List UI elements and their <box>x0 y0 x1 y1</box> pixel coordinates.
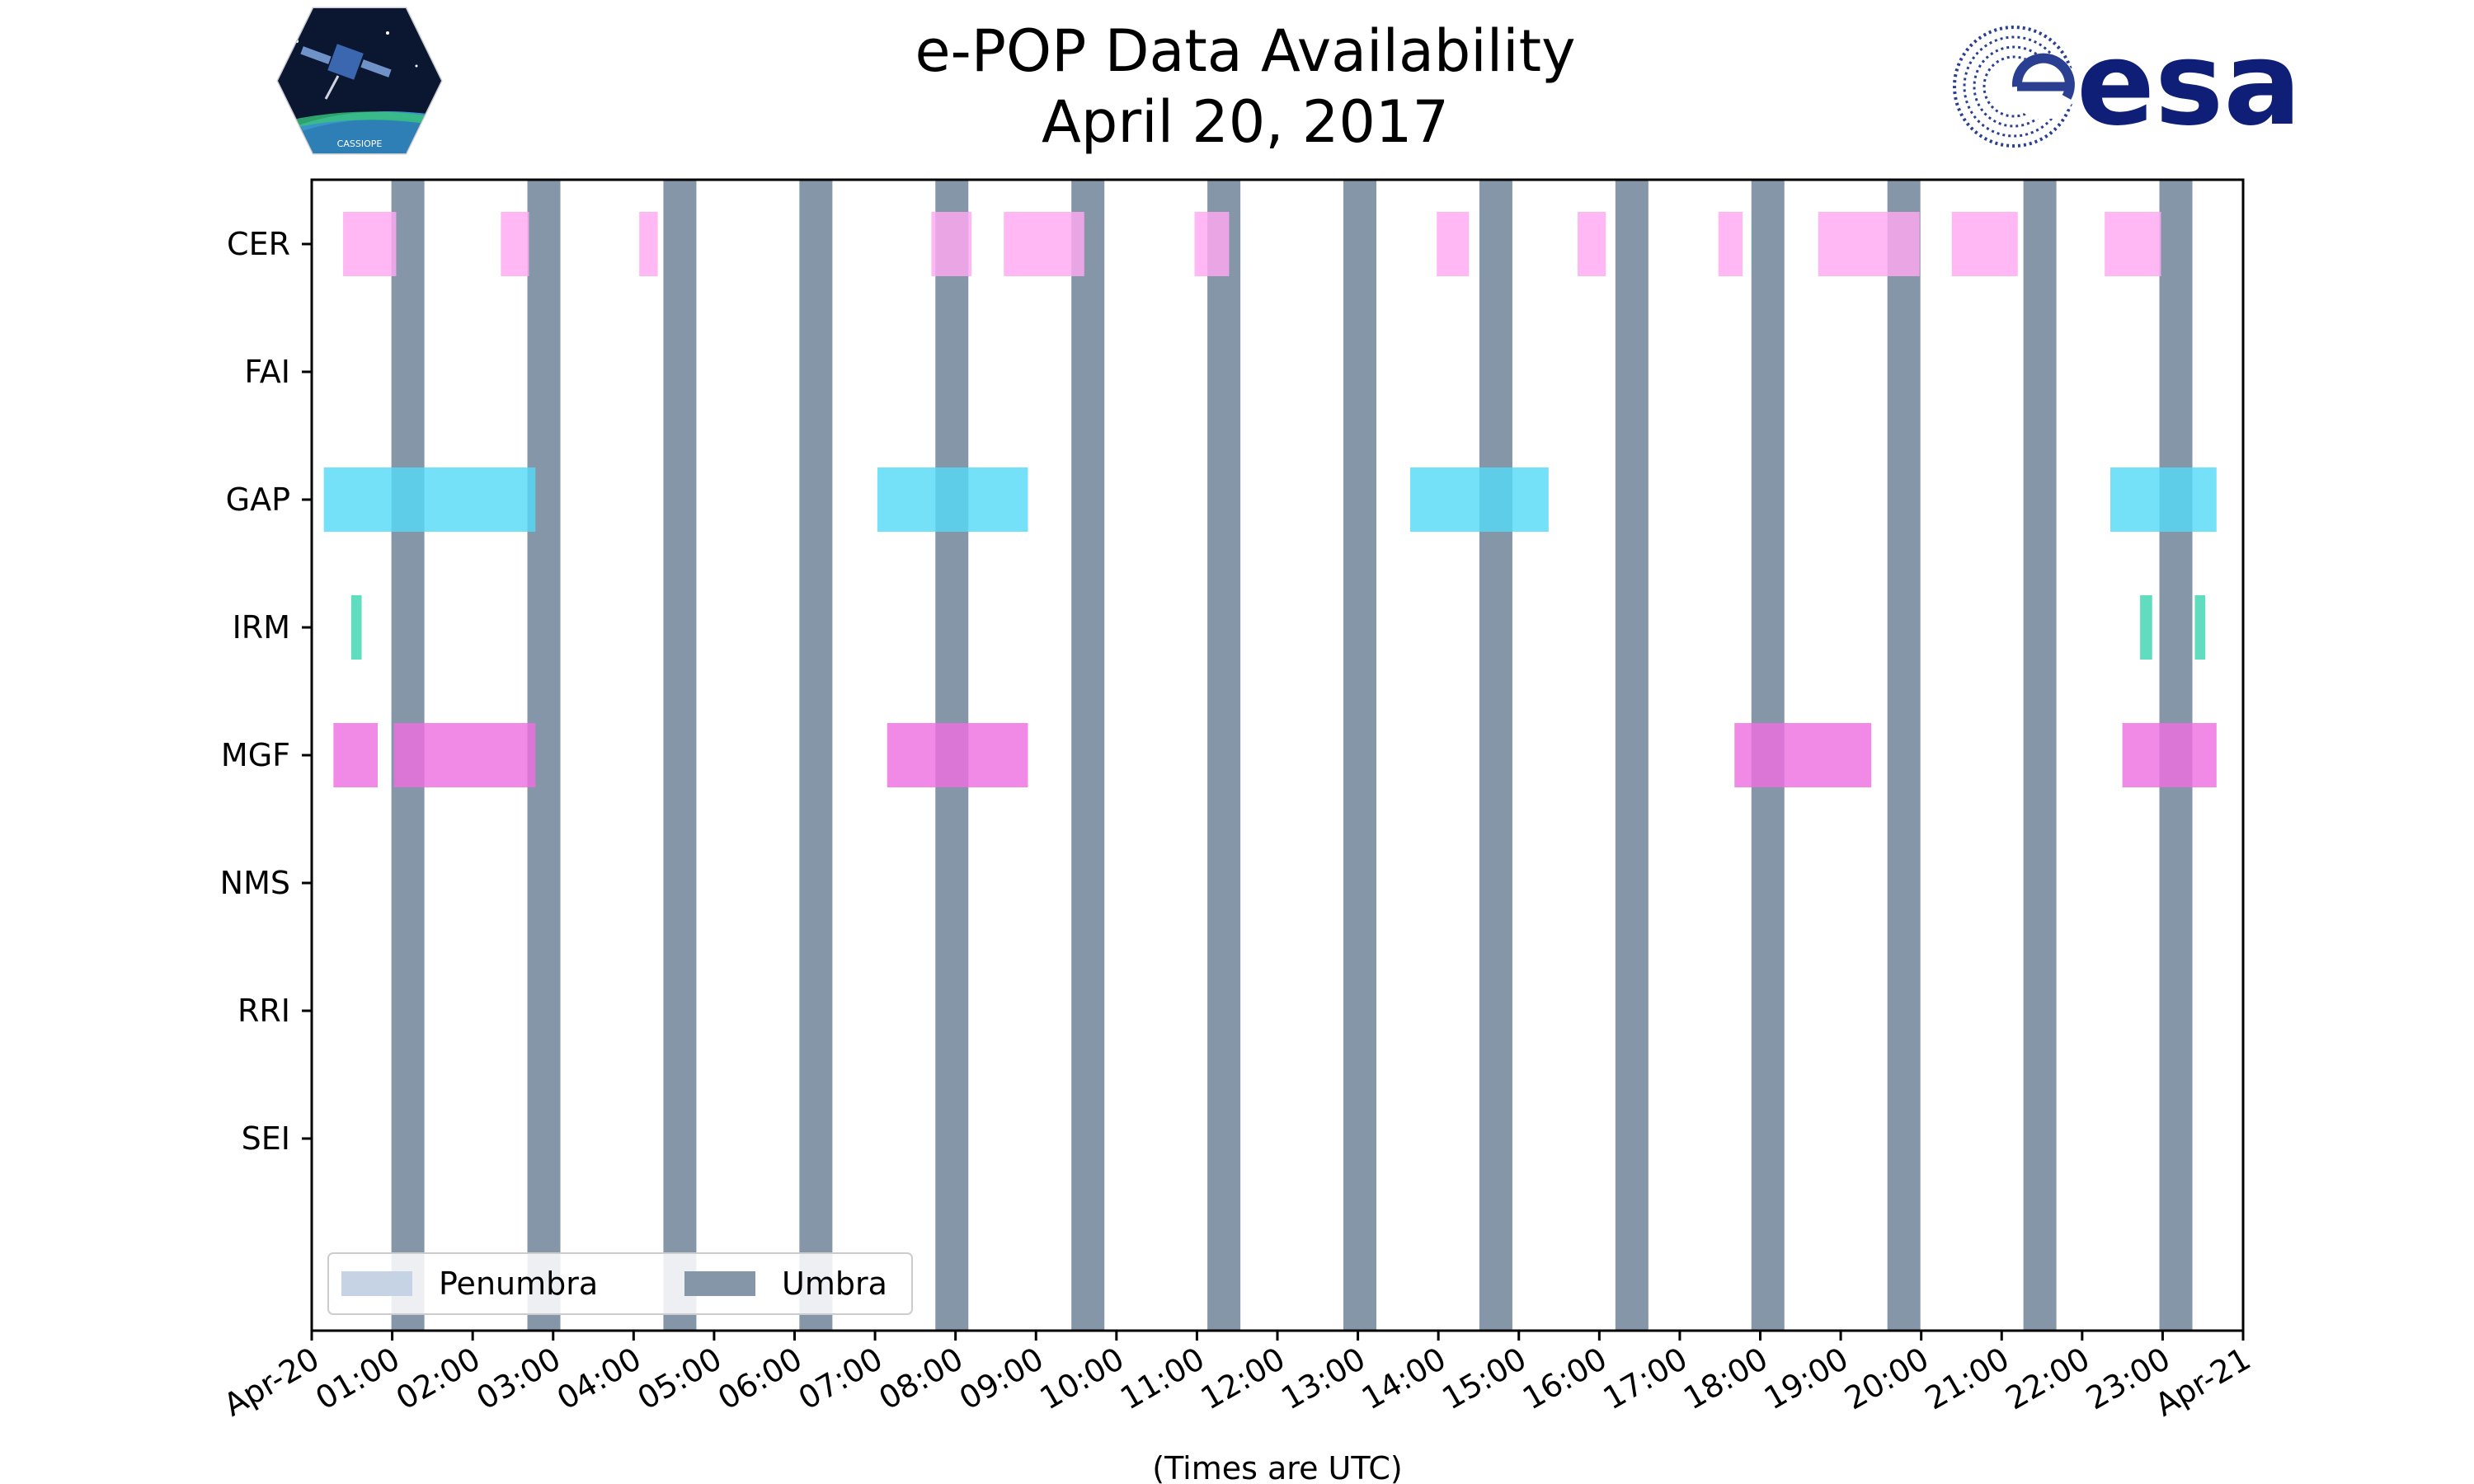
umbra-band-8 <box>1343 180 1377 1331</box>
x-tick-label-13: 13:00 <box>1275 1341 1371 1417</box>
bar-mgf-5 <box>2122 723 2217 787</box>
esa-logo-text: esa <box>2077 17 2302 152</box>
bar-gap-2 <box>877 467 1028 532</box>
bar-cer-11 <box>1951 212 2018 276</box>
bar-gap-1 <box>323 467 536 532</box>
x-tick-label-15: 15:00 <box>1436 1341 1532 1417</box>
y-tick-label-sei: SEI <box>242 1120 290 1157</box>
cassiope-logo-text: CASSIOPE <box>337 139 383 149</box>
legend-swatch-penumbra <box>341 1271 412 1296</box>
x-tick-label-3: 03:00 <box>470 1341 567 1417</box>
y-tick-label-mgf: MGF <box>221 737 290 773</box>
x-tick-label-20: 20:00 <box>1838 1341 1935 1417</box>
bar-mgf-3 <box>887 723 1028 787</box>
x-tick-label-4: 04:00 <box>551 1341 647 1417</box>
legend-swatch-umbra <box>684 1271 755 1296</box>
bar-cer-5 <box>1004 212 1084 276</box>
x-axis-label: (Times are UTC) <box>1152 1450 1402 1484</box>
x-tick-label-10: 10:00 <box>1033 1341 1130 1417</box>
x-tick-label-18: 18:00 <box>1677 1341 1774 1417</box>
umbra-band-7 <box>1207 180 1241 1331</box>
esa-logo: esa <box>1953 17 2302 152</box>
x-tick-label-16: 16:00 <box>1517 1341 1613 1417</box>
bar-cer-6 <box>1194 212 1230 276</box>
legend: Penumbra Umbra <box>327 1252 913 1315</box>
y-tick-label-rri: RRI <box>238 993 290 1029</box>
x-tick-label-1: 01:00 <box>309 1341 406 1417</box>
bar-irm-1 <box>350 595 362 660</box>
y-tick-label-irm: IRM <box>233 609 290 646</box>
umbra-band-13 <box>2023 180 2057 1331</box>
umbra-band-10 <box>1615 180 1649 1331</box>
bar-mgf-4 <box>1734 723 1872 787</box>
bar-cer-12 <box>2105 212 2161 276</box>
x-axis: Apr-2001:0002:0003:0004:0005:0006:0007:0… <box>218 1331 2257 1423</box>
y-tick-label-nms: NMS <box>220 865 290 901</box>
umbra-band-6 <box>1071 180 1105 1331</box>
x-tick-label-14: 14:00 <box>1356 1341 1452 1417</box>
bar-cer-2 <box>501 212 529 276</box>
bar-cer-3 <box>639 212 658 276</box>
bar-cer-4 <box>931 212 972 276</box>
plot-area: CER FAI GAP IRM MGF NMS RRI SEI Apr-2001:0002:0… <box>218 178 2257 1423</box>
x-tick-label-0: Apr-20 <box>218 1341 326 1424</box>
chart-title-line-2: April 20, 2017 <box>1042 88 1449 156</box>
y-tick-label-cer: CER <box>227 226 290 262</box>
bar-irm-3 <box>2194 595 2206 660</box>
x-tick-label-11: 11:00 <box>1114 1341 1211 1417</box>
y-axis: CER FAI GAP IRM MGF NMS RRI SEI <box>220 226 312 1157</box>
x-tick-label-12: 12:00 <box>1195 1341 1291 1417</box>
x-tick-label-5: 05:00 <box>632 1341 728 1417</box>
bar-gap-3 <box>1410 467 1549 532</box>
x-tick-label-9: 09:00 <box>953 1341 1050 1417</box>
y-tick-label-gap: GAP <box>226 481 290 518</box>
bar-mgf-1 <box>333 723 379 787</box>
x-tick-label-17: 17:00 <box>1597 1341 1694 1417</box>
umbra-bands <box>391 180 2193 1331</box>
esa-logo-emblem <box>1953 26 2077 148</box>
chart-title-line-1: e-POP Data Availability <box>915 17 1575 85</box>
x-tick-label-6: 06:00 <box>712 1341 808 1417</box>
x-tick-label-21: 21:00 <box>1919 1341 2015 1417</box>
bar-cer-7 <box>1437 212 1470 276</box>
y-tick-label-fai: FAI <box>244 354 290 390</box>
bar-mgf-2 <box>393 723 536 787</box>
x-tick-label-22: 22:00 <box>1999 1341 2095 1417</box>
umbra-band-9 <box>1479 180 1512 1331</box>
bar-cer-8 <box>1577 212 1606 276</box>
x-tick-label-8: 08:00 <box>872 1341 969 1417</box>
umbra-band-12 <box>1887 180 1921 1331</box>
legend-box <box>327 1252 913 1315</box>
umbra-band-4 <box>799 180 833 1331</box>
x-tick-label-19: 19:00 <box>1758 1341 1855 1417</box>
bar-cer-9 <box>1718 212 1743 276</box>
satellite-icon <box>300 44 392 100</box>
instrument-bars <box>323 212 2217 787</box>
bar-irm-2 <box>2140 595 2152 660</box>
bar-gap-4 <box>2109 467 2217 532</box>
plot-frame <box>310 178 2245 1332</box>
x-tick-label-2: 02:00 <box>390 1341 487 1417</box>
bar-cer-10 <box>1818 212 1920 276</box>
bar-cer-1 <box>343 212 397 276</box>
legend-label-penumbra: Penumbra <box>439 1266 598 1302</box>
x-tick-label-7: 07:00 <box>793 1341 889 1417</box>
umbra-band-3 <box>663 180 697 1331</box>
legend-label-umbra: Umbra <box>782 1266 887 1302</box>
